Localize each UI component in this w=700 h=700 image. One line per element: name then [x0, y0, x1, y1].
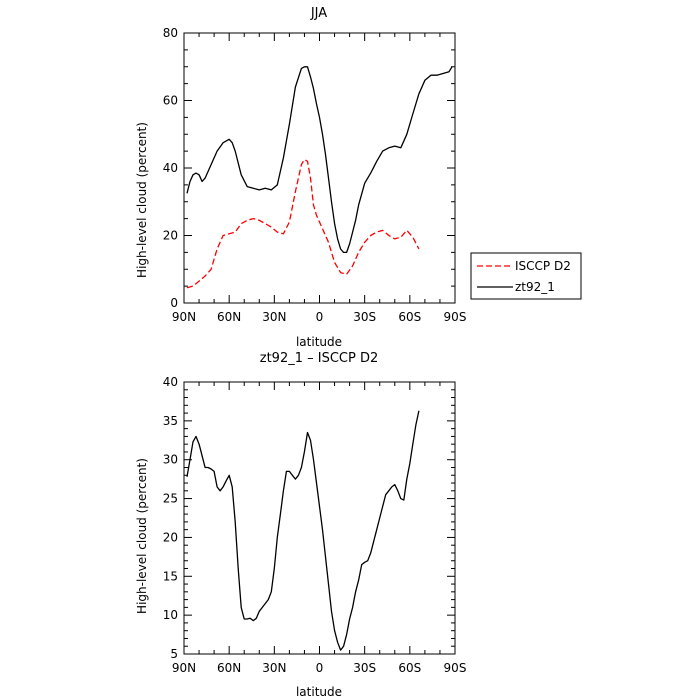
- panel-title: JJA: [310, 6, 327, 21]
- x-tick-label: 60S: [398, 661, 421, 675]
- y-tick-label: 40: [163, 161, 178, 175]
- y-tick-label: 10: [163, 608, 178, 622]
- y-tick-label: 20: [163, 229, 178, 243]
- y-axis-title: High-level cloud (percent): [135, 122, 149, 278]
- x-tick-label: 60S: [398, 310, 421, 324]
- x-tick-label: 90N: [172, 661, 196, 675]
- x-tick-label: 30N: [262, 310, 286, 324]
- legend-label: ISCCP D2: [515, 259, 571, 273]
- legend-box: [470, 252, 582, 300]
- series-layer: [186, 410, 420, 651]
- x-axis-title: latitude: [296, 335, 342, 349]
- y-tick-label: 40: [163, 375, 178, 389]
- y-tick-label: 5: [170, 647, 178, 661]
- tick-layer: 90N 60N 30N 0 30S 60S 90S 5 10 15 20 25 30 35 40: [163, 375, 467, 675]
- legend: ISCCP D2 zt92_1: [470, 252, 582, 300]
- x-tick-label: 60N: [217, 661, 241, 675]
- series-layer: [186, 66, 453, 289]
- x-tick-label: 90N: [172, 310, 196, 324]
- x-tick-label: 30S: [353, 310, 376, 324]
- y-tick-label: 0: [170, 296, 178, 310]
- x-tick-label: 0: [316, 310, 324, 324]
- series-line: [186, 410, 420, 651]
- x-tick-label: 30S: [353, 661, 376, 675]
- y-tick-label: 15: [163, 569, 178, 583]
- y-tick-label: 20: [163, 530, 178, 544]
- y-tick-label: 25: [163, 492, 178, 506]
- x-tick-label: 30N: [262, 661, 286, 675]
- x-tick-label: 90S: [444, 661, 467, 675]
- legend-label: zt92_1: [515, 280, 555, 294]
- series-line-zt92-1: [186, 66, 453, 254]
- panel-top-jja: JJA High-level cloud (percent) latitude …: [135, 6, 582, 349]
- x-tick-label: 60N: [217, 310, 241, 324]
- y-tick-label: 60: [163, 94, 178, 108]
- tick-layer: 90N 60N 30N 0 30S 60S 90S 0 20 40 60 80: [163, 26, 467, 324]
- panel-title: zt92_1 – ISCCP D2: [260, 351, 379, 366]
- y-tick-label: 35: [163, 414, 178, 428]
- x-axis-title: latitude: [296, 685, 342, 699]
- y-tick-label: 30: [163, 453, 178, 467]
- plot-frame: [183, 381, 456, 655]
- plot-frame: [183, 32, 456, 304]
- y-axis-title: High-level cloud (percent): [135, 458, 149, 614]
- panel-bottom-difference: zt92_1 – ISCCP D2 High-level cloud (perc…: [135, 351, 466, 699]
- series-line-isccp-d2: [186, 158, 420, 289]
- y-tick-label: 80: [163, 26, 178, 40]
- x-tick-label: 0: [316, 661, 324, 675]
- x-tick-label: 90S: [444, 310, 467, 324]
